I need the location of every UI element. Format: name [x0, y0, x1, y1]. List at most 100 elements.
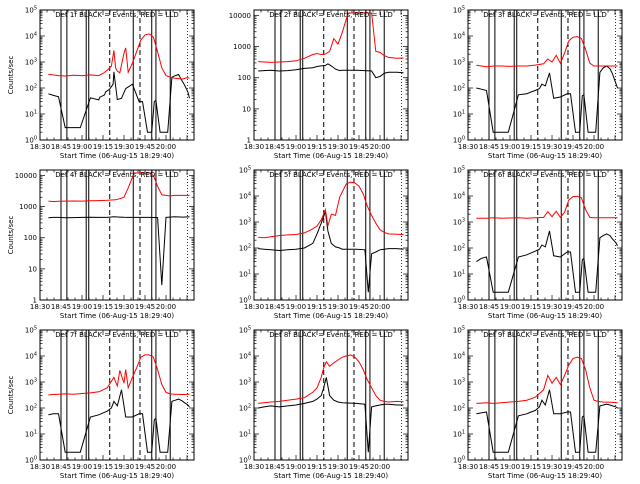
- y-tick-label: 100: [24, 234, 37, 242]
- x-axis-label: Start Time (06-Aug-15 18:29:40): [274, 312, 388, 320]
- series-line-events: [48, 216, 190, 286]
- x-tick-label: 19:00: [72, 303, 92, 311]
- y-tick-label: 100: [238, 74, 251, 82]
- x-tick-label: 19:15: [307, 463, 327, 471]
- panel-title: Det 4f BLACK = Events, RED = LLD: [55, 171, 178, 179]
- plot-frame: [39, 169, 195, 301]
- detector-panel: 18:30 18:45 19:00 19:15 19:30 19:45 20:00 100 10…: [7, 6, 195, 160]
- series-line-lld: [258, 181, 404, 239]
- y-tick-label: 100: [25, 456, 37, 465]
- y-axis-label: Counts/sec: [7, 56, 15, 95]
- series-line-events: [258, 377, 404, 453]
- detector-panel: 18:30 18:45 19:00 19:15 19:30 19:45 20:00 100 10…: [453, 6, 623, 160]
- series-line-lld: [476, 356, 618, 404]
- x-tick-label: 19:45: [349, 303, 369, 311]
- y-tick-label: 100: [453, 456, 465, 465]
- y-tick-label: 102: [25, 84, 37, 93]
- series-line-events: [48, 71, 190, 133]
- y-tick-label: 104: [239, 352, 251, 361]
- x-tick-label: 20:00: [370, 463, 390, 471]
- panel-title: Det 3f BLACK = Events, RED = LLD: [483, 11, 606, 19]
- y-tick-label: 100: [25, 136, 37, 145]
- x-tick-label: 18:45: [479, 143, 499, 151]
- y-tick-label: 101: [25, 110, 37, 119]
- y-tick-label: 104: [453, 32, 465, 41]
- x-axis-label: Start Time (06-Aug-15 18:29:40): [488, 152, 602, 160]
- y-tick-label: 105: [25, 6, 37, 15]
- y-tick-label: 105: [453, 6, 465, 15]
- y-tick-label: 1: [247, 137, 251, 145]
- x-tick-label: 20:00: [584, 303, 604, 311]
- x-tick-label: 18:30: [458, 463, 478, 471]
- panel-title: Det 5f BLACK = Events, RED = LLD: [269, 171, 392, 179]
- x-tick-label: 18:45: [51, 143, 71, 151]
- y-tick-label: 102: [453, 84, 465, 93]
- panel-title: Det 8f BLACK = Events, RED = LLD: [269, 331, 392, 339]
- x-tick-label: 18:45: [265, 463, 285, 471]
- y-tick-label: 1000: [19, 203, 37, 211]
- x-axis-label: Start Time (06-Aug-15 18:29:40): [274, 152, 388, 160]
- x-tick-label: 19:15: [521, 463, 541, 471]
- series-line-lld: [258, 12, 404, 63]
- x-tick-label: 18:45: [265, 303, 285, 311]
- x-tick-label: 19:00: [286, 303, 306, 311]
- x-tick-label: 18:45: [479, 463, 499, 471]
- series-line-lld: [476, 195, 618, 219]
- panel-title: Det 9f BLACK = Events, RED = LLD: [483, 331, 606, 339]
- panel-title: Det 7f BLACK = Events, RED = LLD: [55, 331, 178, 339]
- x-tick-label: 20:00: [584, 463, 604, 471]
- y-tick-label: 10: [28, 265, 37, 273]
- y-tick-label: 103: [453, 378, 465, 387]
- x-tick-label: 19:30: [328, 143, 348, 151]
- x-tick-label: 19:15: [93, 143, 113, 151]
- x-tick-label: 19:00: [286, 143, 306, 151]
- y-tick-label: 101: [453, 270, 465, 279]
- x-tick-label: 19:00: [286, 463, 306, 471]
- series-line-lld: [48, 354, 190, 396]
- series-line-events: [48, 389, 190, 453]
- x-tick-label: 20:00: [156, 143, 176, 151]
- x-axis-label: Start Time (06-Aug-15 18:29:40): [60, 152, 174, 160]
- x-tick-label: 19:45: [135, 143, 155, 151]
- y-tick-label: 105: [453, 326, 465, 335]
- x-tick-label: 19:45: [349, 143, 369, 151]
- series-line-events: [258, 211, 404, 293]
- y-tick-label: 102: [25, 404, 37, 413]
- y-tick-label: 105: [239, 326, 251, 335]
- x-tick-label: 19:30: [114, 143, 134, 151]
- panel-title: Det 1f BLACK = Events, RED = LLD: [55, 11, 178, 19]
- x-tick-label: 18:30: [244, 303, 264, 311]
- x-tick-label: 18:30: [30, 463, 50, 471]
- y-axis-label: Counts/sec: [7, 376, 15, 415]
- detector-panel: 18:30 18:45 19:00 19:15 19:30 19:45 20:00 100 10…: [239, 326, 409, 480]
- x-tick-label: 19:00: [500, 143, 520, 151]
- y-tick-label: 103: [25, 378, 37, 387]
- x-tick-label: 18:30: [458, 303, 478, 311]
- x-axis-label: Start Time (06-Aug-15 18:29:40): [60, 312, 174, 320]
- x-tick-label: 19:15: [93, 463, 113, 471]
- y-tick-label: 10000: [15, 172, 37, 180]
- x-tick-label: 19:00: [72, 463, 92, 471]
- y-tick-label: 102: [453, 404, 465, 413]
- y-axis-label: Counts/sec: [7, 216, 15, 255]
- detector-panel: 18:30 18:45 19:00 19:15 19:30 19:45 20:00 100 10…: [7, 326, 195, 480]
- detector-panel: 18:30 18:45 19:00 19:15 19:30 19:45 20:00 1 10 10…: [7, 169, 195, 320]
- y-tick-label: 105: [453, 166, 465, 175]
- x-axis-label: Start Time (06-Aug-15 18:29:40): [60, 472, 174, 480]
- y-tick-label: 104: [25, 32, 37, 41]
- y-tick-label: 101: [239, 430, 251, 439]
- x-tick-label: 18:30: [30, 303, 50, 311]
- x-tick-label: 18:45: [265, 143, 285, 151]
- x-tick-label: 18:30: [458, 143, 478, 151]
- x-tick-label: 19:30: [328, 303, 348, 311]
- x-tick-label: 20:00: [370, 143, 390, 151]
- y-tick-label: 105: [239, 166, 251, 175]
- y-tick-label: 103: [25, 58, 37, 67]
- plot-frame: [39, 9, 195, 141]
- y-tick-label: 103: [239, 378, 251, 387]
- x-tick-label: 19:15: [307, 143, 327, 151]
- y-tick-label: 100: [453, 136, 465, 145]
- y-tick-label: 103: [239, 218, 251, 227]
